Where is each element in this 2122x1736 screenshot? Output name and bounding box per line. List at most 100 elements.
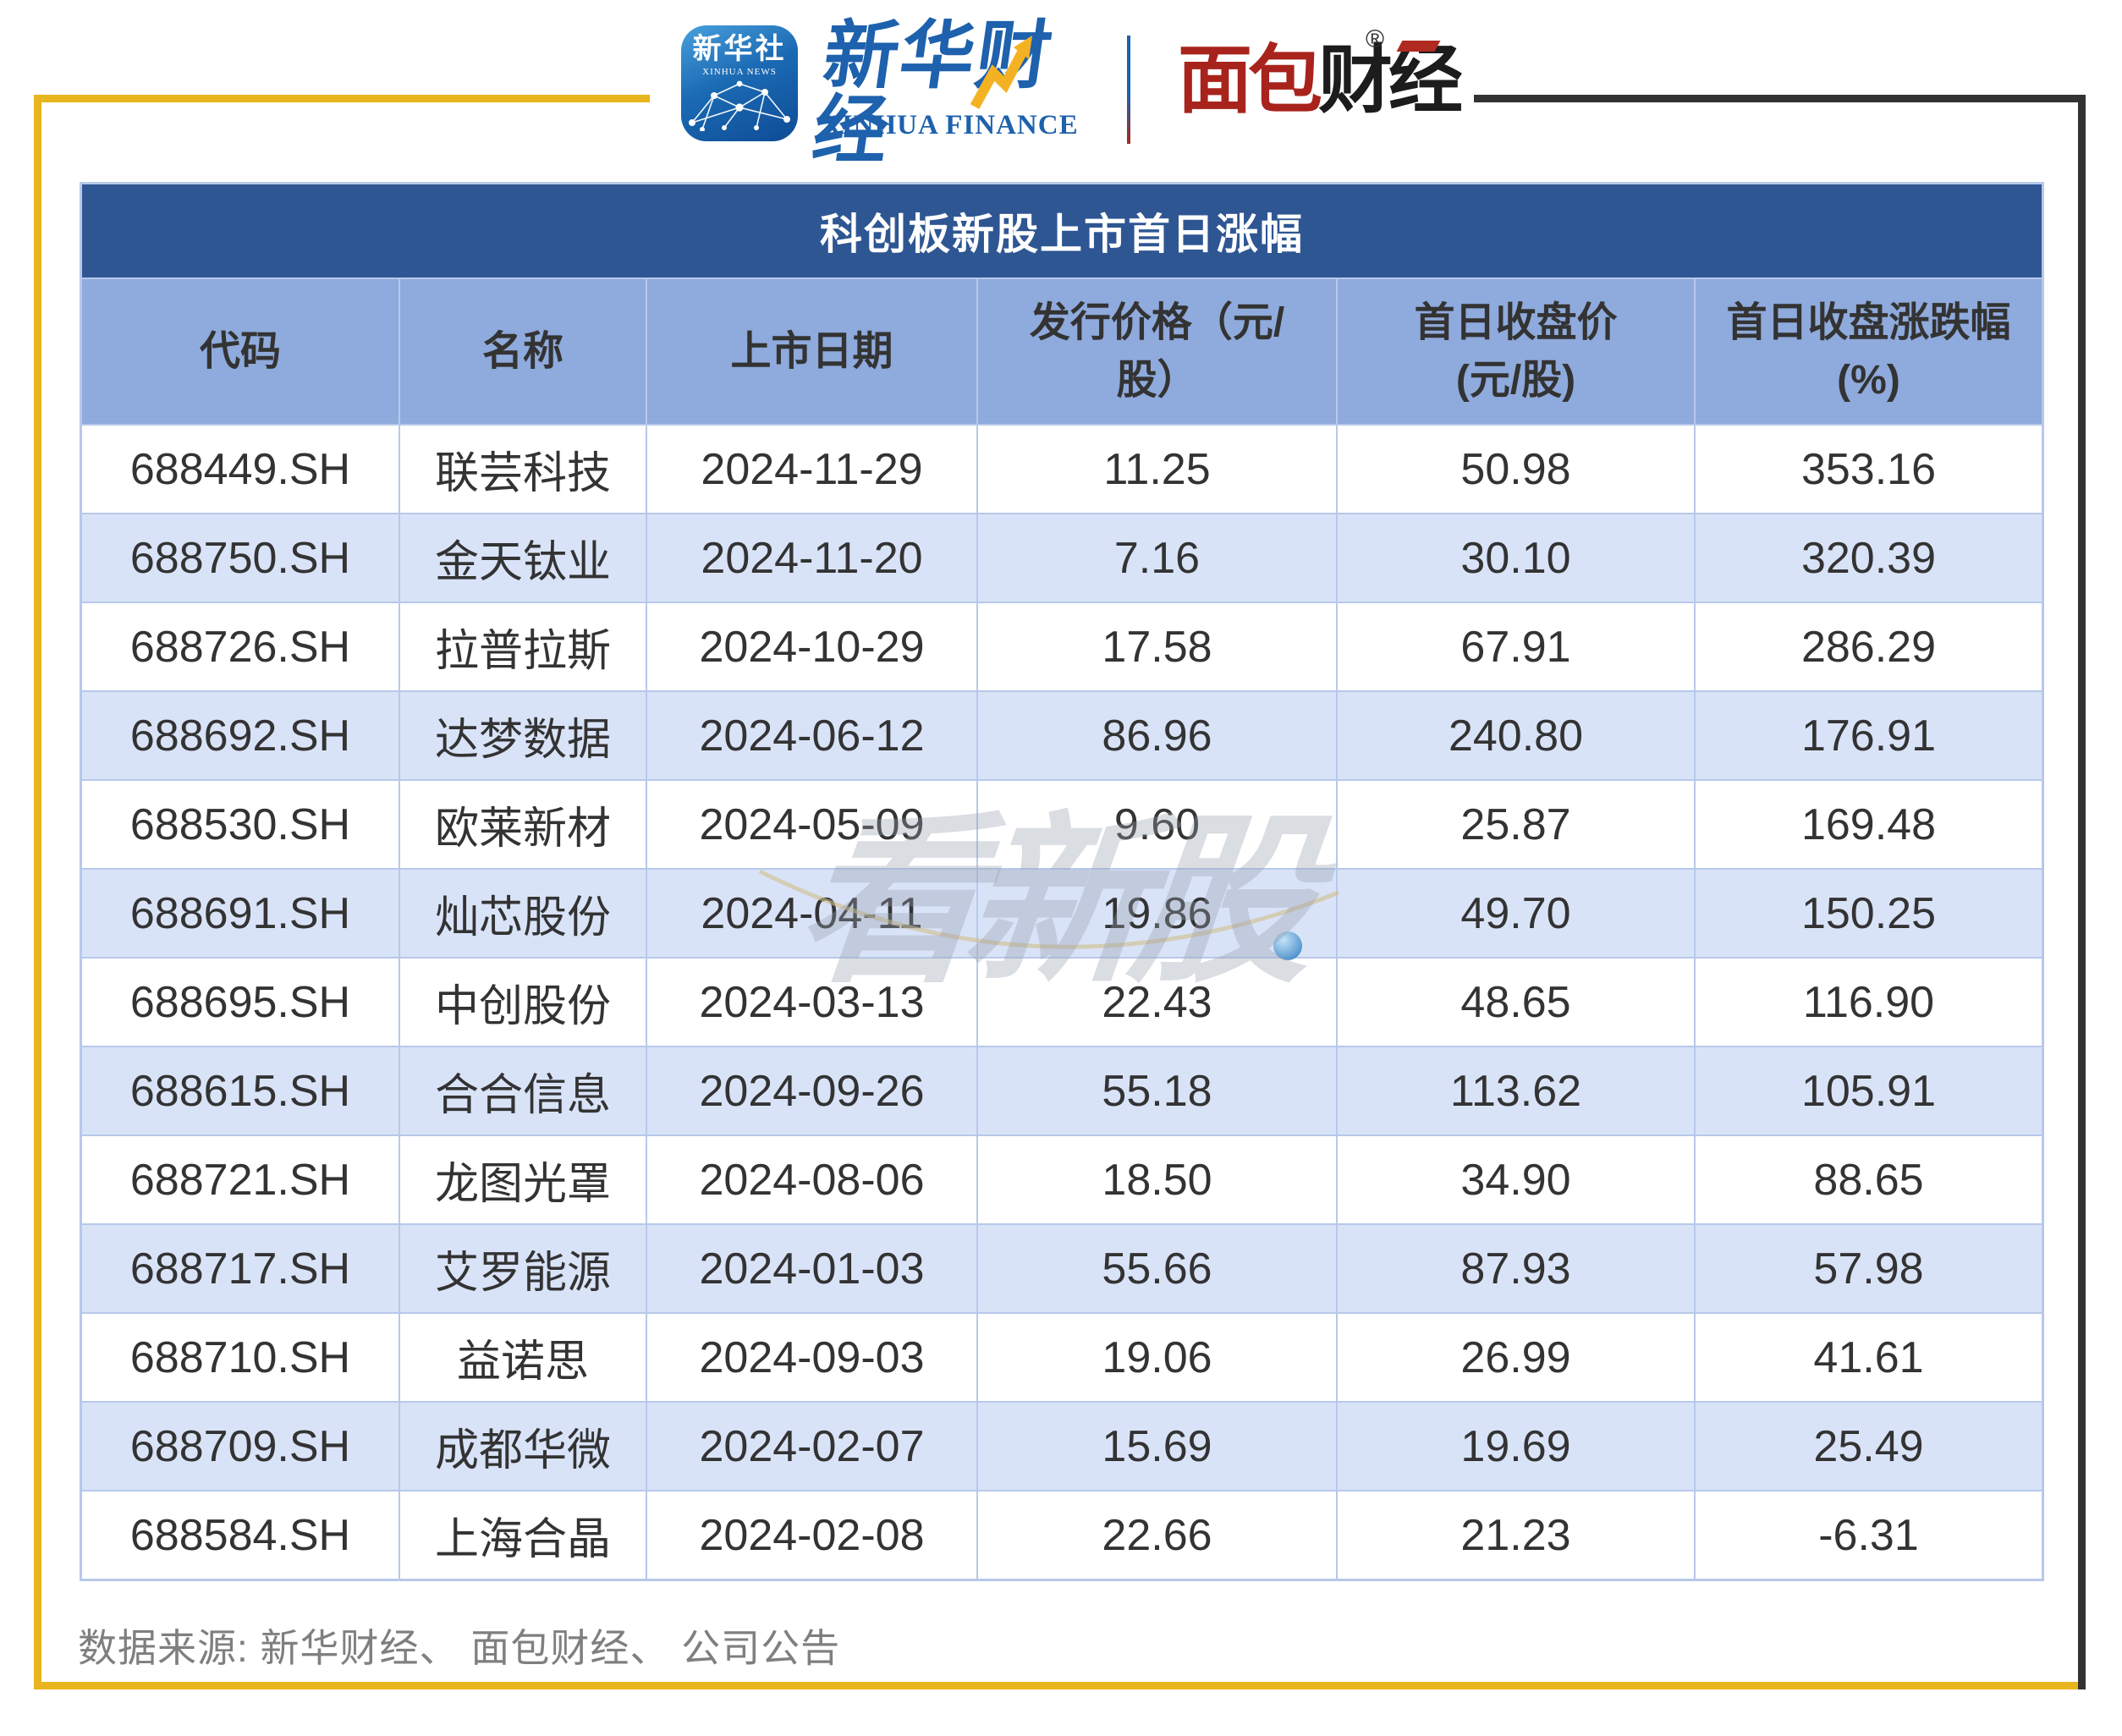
column-header: 首日收盘价 (元/股)	[1338, 279, 1694, 424]
stock-table: 科创板新股上市首日涨幅 代码 名称 上市日期 发行价格（元/股） 首日收盘价 (元/股) 首…	[80, 182, 2044, 1581]
table-cell: 25.87	[1338, 781, 1694, 868]
mianbao-logo-red-part: 面包	[1178, 38, 1322, 122]
frame-line-yellow-bottom	[34, 1682, 2086, 1689]
table-cell: 240.80	[1338, 692, 1694, 779]
table-cell: 成都华微	[400, 1403, 646, 1490]
table-cell: 2024-02-08	[647, 1492, 976, 1579]
column-header: 发行价格（元/股）	[978, 279, 1336, 424]
table-cell: 17.58	[978, 603, 1336, 690]
table-cell: 2024-09-26	[647, 1047, 976, 1134]
table-cell: 合合信息	[400, 1047, 646, 1134]
table-cell: 86.96	[978, 692, 1336, 779]
table-cell: 2024-02-07	[647, 1403, 976, 1490]
table-cell: 灿芯股份	[400, 870, 646, 957]
table-cell: 2024-04-11	[647, 870, 976, 957]
table-cell: 2024-08-06	[647, 1136, 976, 1223]
table-cell: 113.62	[1338, 1047, 1694, 1134]
table-row: 688449.SH 联芸科技 2024-11-29 11.25 50.98 353.16	[82, 426, 2042, 513]
table-cell: 49.70	[1338, 870, 1694, 957]
table-cell: 688721.SH	[82, 1136, 399, 1223]
table-row: 688750.SH 金天钛业 2024-11-20 7.16 30.10 320.39	[82, 514, 2042, 602]
table-cell: 50.98	[1338, 426, 1694, 513]
registered-trademark-icon: ®	[1366, 25, 1385, 53]
table-cell: 105.91	[1696, 1047, 2042, 1134]
table-cell: 7.16	[978, 514, 1336, 602]
frame-line-dark-right	[2078, 95, 2086, 1689]
table-cell: 21.23	[1338, 1492, 1694, 1579]
table-cell: 19.06	[978, 1314, 1336, 1401]
table-cell: 11.25	[978, 426, 1336, 513]
table-cell: 176.91	[1696, 692, 2042, 779]
data-source-note: 数据来源: 新华财经、 面包财经、 公司公告	[78, 1626, 841, 1670]
table-cell: -6.31	[1696, 1492, 2042, 1579]
column-header: 首日收盘涨跌幅 (%)	[1696, 279, 2042, 424]
table-cell: 15.69	[978, 1403, 1336, 1490]
table-row: 688695.SH 中创股份 2024-03-13 22.43 48.65 116.90	[82, 959, 2042, 1046]
table-row: 688710.SH 益诺思 2024-09-03 19.06 26.99 41.61	[82, 1314, 2042, 1401]
table-cell: 中创股份	[400, 959, 646, 1046]
table-row: 688615.SH 合合信息 2024-09-26 55.18 113.62 105.91	[82, 1047, 2042, 1134]
table-cell: 22.66	[978, 1492, 1336, 1579]
table-cell: 88.65	[1696, 1136, 2042, 1223]
table-cell: 320.39	[1696, 514, 2042, 602]
table-cell: 26.99	[1338, 1314, 1694, 1401]
table-cell: 上海合晶	[400, 1492, 646, 1579]
table-cell: 2024-11-20	[647, 514, 976, 602]
column-header: 上市日期	[647, 279, 976, 424]
table-cell: 87.93	[1338, 1225, 1694, 1312]
mianbao-logo-accent	[1396, 41, 1441, 52]
table-row: 688721.SH 龙图光罩 2024-08-06 18.50 34.90 88.65	[82, 1136, 2042, 1223]
table-cell: 55.18	[978, 1047, 1336, 1134]
table-cell: 34.90	[1338, 1136, 1694, 1223]
table-cell: 688750.SH	[82, 514, 399, 602]
table-cell: 30.10	[1338, 514, 1694, 602]
table-cell: 19.86	[978, 870, 1336, 957]
table-row: 688584.SH 上海合晶 2024-02-08 22.66 21.23 -6.31	[82, 1492, 2042, 1579]
xinhua-news-logo-cn: 新华社	[692, 33, 787, 65]
table-cell: 688530.SH	[82, 781, 399, 868]
table-cell: 57.98	[1696, 1225, 2042, 1312]
table-cell: 9.60	[978, 781, 1336, 868]
frame-line-yellow-left	[34, 95, 41, 1689]
frame-line-dark-top	[1474, 95, 2086, 102]
table-cell: 2024-10-29	[647, 603, 976, 690]
frame-line-yellow-top	[34, 95, 650, 102]
table-cell: 19.69	[1338, 1403, 1694, 1490]
logo-divider	[1127, 36, 1130, 144]
table-cell: 150.25	[1696, 870, 2042, 957]
mianbao-finance-logo: 面包财经 ®	[1178, 25, 1463, 130]
table-row: 688692.SH 达梦数据 2024-06-12 86.96 240.80 176.91	[82, 692, 2042, 779]
table-cell: 金天钛业	[400, 514, 646, 602]
table-header-row: 代码 名称 上市日期 发行价格（元/股） 首日收盘价 (元/股) 首日收盘涨跌幅 (%)	[82, 279, 2042, 424]
xinhua-finance-logo-en: XINHUA FINANCE	[821, 110, 1079, 140]
table-cell: 41.61	[1696, 1314, 2042, 1401]
xinhua-news-logo-en: XINHUA NEWS	[702, 67, 777, 78]
table-cell: 达梦数据	[400, 692, 646, 779]
table-cell: 688449.SH	[82, 426, 399, 513]
table-cell: 116.90	[1696, 959, 2042, 1046]
table-cell: 67.91	[1338, 603, 1694, 690]
table-cell: 688726.SH	[82, 603, 399, 690]
table-row: 688726.SH 拉普拉斯 2024-10-29 17.58 67.91 286.29	[82, 603, 2042, 690]
table-row: 688709.SH 成都华微 2024-02-07 15.69 19.69 25.49	[82, 1403, 2042, 1490]
table-cell: 拉普拉斯	[400, 603, 646, 690]
xinhua-finance-logo: 新华财经 XINHUA FINANCE	[808, 14, 1098, 172]
table-cell: 48.65	[1338, 959, 1694, 1046]
table-cell: 55.66	[978, 1225, 1336, 1312]
table-cell: 353.16	[1696, 426, 2042, 513]
table-cell: 欧莱新材	[400, 781, 646, 868]
table-cell: 22.43	[978, 959, 1336, 1046]
xinhua-news-logo: 新华社 XINHUA NEWS	[681, 25, 798, 141]
table-cell: 2024-09-03	[647, 1314, 976, 1401]
column-header: 名称	[400, 279, 646, 424]
table-row: 688691.SH 灿芯股份 2024-04-11 19.86 49.70 150.25	[82, 870, 2042, 957]
table-row: 688530.SH 欧莱新材 2024-05-09 9.60 25.87 169.48	[82, 781, 2042, 868]
xinhua-finance-logo-cn: 新华财经	[807, 14, 1059, 172]
table-cell: 联芸科技	[400, 426, 646, 513]
network-graphic-icon	[689, 80, 790, 132]
table-cell: 2024-05-09	[647, 781, 976, 868]
table-title: 科创板新股上市首日涨幅	[82, 184, 2042, 277]
table-cell: 2024-11-29	[647, 426, 976, 513]
table-cell: 688695.SH	[82, 959, 399, 1046]
table-body: 688449.SH 联芸科技 2024-11-29 11.25 50.98 353.16 6…	[82, 426, 2042, 1579]
